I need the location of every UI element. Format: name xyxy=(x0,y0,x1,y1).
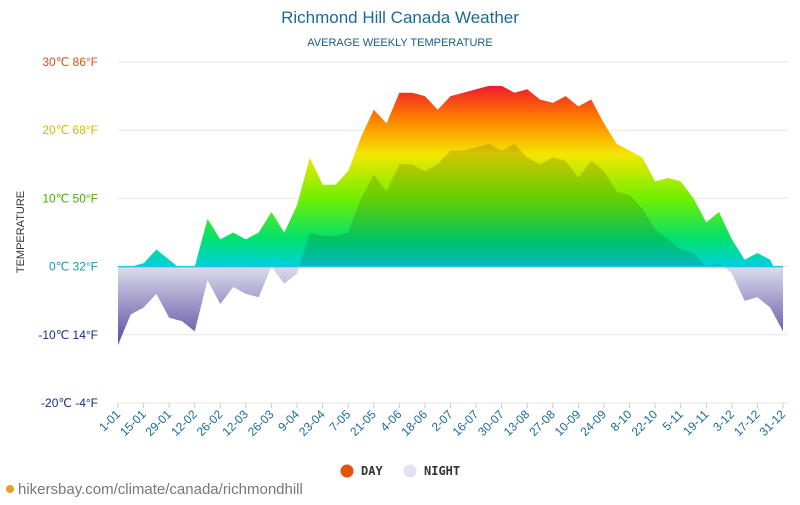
legend-swatch xyxy=(403,464,417,478)
source-icon xyxy=(6,485,14,493)
x-tick-label: 16-07 xyxy=(450,407,482,439)
y-tick-label: 0℃ 32°F xyxy=(49,260,98,274)
source: hikersbay.com/climate/canada/richmondhil… xyxy=(18,481,303,498)
x-tick-label: 15-01 xyxy=(117,407,149,439)
x-tick-label: 24-09 xyxy=(577,407,609,439)
x-tick-label: 27-08 xyxy=(526,407,558,439)
x-tick-label: 10-09 xyxy=(552,407,584,439)
x-tick-label: 22-10 xyxy=(629,407,661,439)
area-night xyxy=(118,143,783,346)
x-tick-label: 21-05 xyxy=(347,407,379,439)
y-axis-label: TEMPERATURE xyxy=(15,191,27,273)
y-tick-label: 10℃ 50°F xyxy=(42,191,98,205)
x-tick-label: 26-02 xyxy=(194,407,226,439)
x-tick-label: 18-06 xyxy=(398,407,430,439)
chart-title: Richmond Hill Canada Weather xyxy=(281,8,519,27)
y-tick-label: -10℃ 14°F xyxy=(38,328,98,342)
legend-label: NIGHT xyxy=(424,464,460,478)
chart-subtitle: AVERAGE WEEKLY TEMPERATURE xyxy=(307,37,492,49)
x-tick-label: 12-03 xyxy=(219,407,251,439)
x-tick-label: 30-07 xyxy=(475,407,507,439)
legend-swatch xyxy=(340,464,354,478)
y-tick-label: -20℃ -4°F xyxy=(41,396,98,410)
y-tick-label: 20℃ 68°F xyxy=(42,123,98,137)
x-tick-label: 29-01 xyxy=(143,407,175,439)
x-tick-label: 13-08 xyxy=(501,407,533,439)
x-tick-label: 19-11 xyxy=(680,407,711,438)
x-tick-label: 17-12 xyxy=(731,407,763,439)
x-tick-label: 23-04 xyxy=(296,407,328,439)
y-tick-label: 30℃ 86°F xyxy=(42,55,98,69)
x-tick-label: 26-03 xyxy=(245,407,277,439)
x-tick-label: 31-12 xyxy=(757,407,789,439)
legend-label: DAY xyxy=(361,464,383,478)
x-tick-label: 12-02 xyxy=(168,407,200,439)
